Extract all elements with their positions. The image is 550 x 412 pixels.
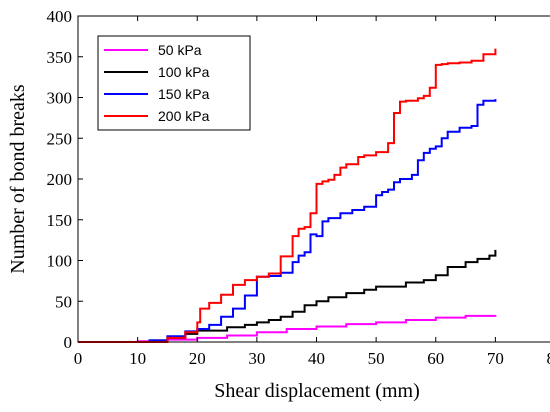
x-tick-label: 70: [487, 349, 504, 368]
y-axis-title: Number of bond breaks: [7, 84, 29, 274]
x-tick-label: 60: [427, 349, 444, 368]
series-line-50-kpa: [78, 314, 497, 343]
y-tick-label: 350: [47, 48, 73, 67]
x-tick-label: 10: [129, 349, 146, 368]
legend: 50 kPa 100 kPa 150 kPa 200 kPa: [97, 35, 251, 131]
legend-label: 100 kPa: [158, 64, 210, 80]
x-tick-label: 20: [189, 349, 206, 368]
series-line-150-kpa: [78, 99, 497, 343]
series-line-200-kpa: [78, 48, 497, 343]
x-tick-label: 0: [74, 349, 83, 368]
series-line-100-kpa: [78, 249, 497, 343]
y-tick-label: 400: [47, 7, 73, 26]
axes-layer: 0 10 20 30 40 50 60 70 80 0 50 100 150 200 250 300 350 40…: [47, 7, 550, 368]
y-tick-label: 100: [47, 252, 73, 271]
x-axis-title: Shear displacement (mm): [214, 380, 420, 402]
legend-label: 200 kPa: [158, 108, 210, 124]
y-tick-label: 250: [47, 129, 73, 148]
legend-box: [97, 35, 251, 131]
x-tick-label: 80: [547, 349, 550, 368]
x-tick-label: 40: [308, 349, 325, 368]
legend-label: 150 kPa: [158, 86, 210, 102]
y-tick-label: 0: [64, 333, 73, 352]
series-layer: [78, 48, 497, 343]
y-tick-label: 50: [55, 292, 72, 311]
y-tick-label: 200: [47, 170, 73, 189]
x-tick-label: 50: [368, 349, 385, 368]
y-tick-label: 150: [47, 211, 73, 230]
x-tick-label: 30: [248, 349, 265, 368]
legend-label: 50 kPa: [158, 42, 202, 58]
y-tick-label: 300: [47, 89, 73, 108]
